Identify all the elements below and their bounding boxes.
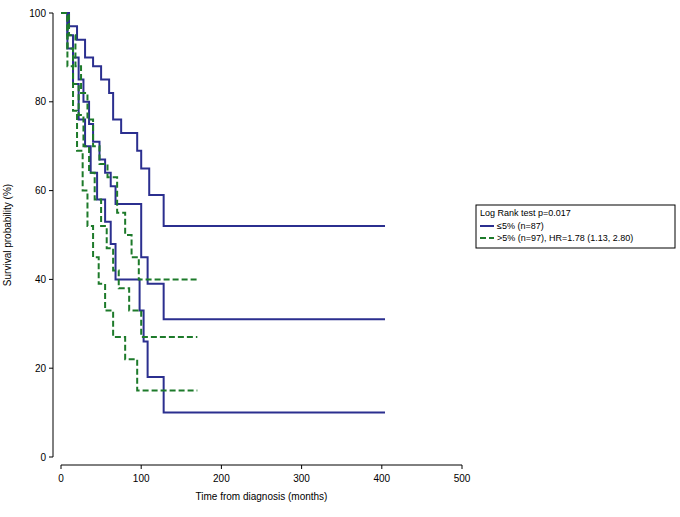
x-tick-label: 500 [454, 473, 471, 484]
y-tick [49, 13, 53, 14]
y-tick-label: 60 [35, 185, 47, 196]
x-tick [61, 465, 62, 469]
ci-lower-curve [61, 13, 385, 413]
x-tick-label: 200 [213, 473, 230, 484]
x-tick [301, 465, 302, 469]
x-tick-label: 0 [58, 473, 64, 484]
y-tick [49, 190, 53, 191]
legend-box [476, 205, 675, 248]
x-tick-label: 400 [373, 473, 390, 484]
legend-label: >5% (n=97), HR=1.78 (1.13, 2.80) [497, 233, 633, 243]
x-axis-line [61, 465, 462, 466]
y-tick [49, 101, 53, 102]
chart: 0 20 40 60 80 100 0 100 200 300 400 500 Time from di… [0, 0, 680, 517]
y-tick-label: 80 [35, 96, 47, 107]
y-tick [49, 279, 53, 280]
y-tick [49, 368, 53, 369]
y-tick-label: 100 [29, 8, 46, 19]
y-tick [49, 457, 53, 458]
x-tick [221, 465, 222, 469]
legend-label: ≤5% (n=87) [497, 221, 544, 231]
ci-upper-curve [61, 13, 385, 226]
legend-swatch [480, 237, 494, 239]
y-axis-label: Survival probability (%) [2, 184, 13, 286]
y-tick-label: 40 [35, 274, 47, 285]
survival-curve [61, 13, 197, 337]
x-tick-label: 100 [133, 473, 150, 484]
x-axis-label: Time from diagnosis (months) [196, 491, 328, 502]
legend-title: Log Rank test p=0.017 [480, 208, 571, 218]
x-tick [141, 465, 142, 469]
y-axis-line [53, 13, 54, 457]
legend-swatch [480, 225, 494, 227]
y-tick-label: 20 [35, 363, 47, 374]
survival-curve [61, 13, 385, 319]
x-tick [462, 465, 463, 469]
ci-lower-curve [61, 13, 197, 390]
x-tick-label: 300 [293, 473, 310, 484]
ci-upper-curve [61, 13, 197, 279]
curves [61, 13, 385, 413]
x-tick [381, 465, 382, 469]
y-tick-label: 0 [40, 452, 46, 463]
